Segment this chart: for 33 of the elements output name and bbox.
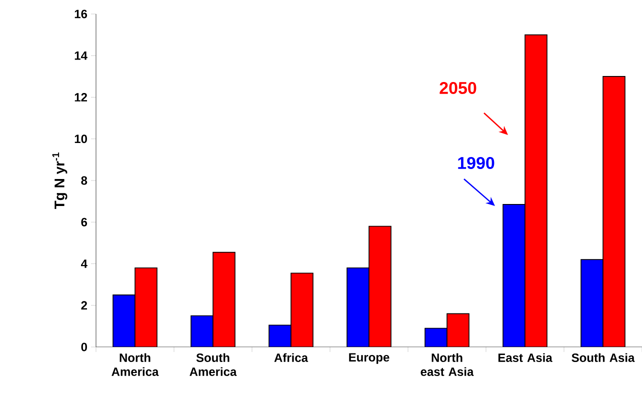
x-tick-label: Europe <box>349 353 390 364</box>
bar <box>268 324 292 347</box>
y-tick-label: 0 <box>81 342 87 352</box>
x-tick-label: South America <box>190 353 237 376</box>
y-tick-label: 10 <box>74 134 87 144</box>
text: 1990 <box>458 156 494 170</box>
bar <box>112 294 136 347</box>
bar <box>424 328 448 347</box>
bar <box>212 252 236 347</box>
bar <box>368 226 392 347</box>
bar <box>524 34 548 347</box>
bar <box>134 268 158 347</box>
bar <box>580 259 604 347</box>
bar <box>346 268 370 347</box>
y-tick-label: 8 <box>81 176 88 185</box>
bar <box>190 315 214 347</box>
y-tick-label: 2 <box>81 301 87 310</box>
x-tick-label: Africa <box>274 353 308 362</box>
y-tick-label: 14 <box>74 51 88 60</box>
bar <box>446 313 470 347</box>
y-tick-label: 12 <box>74 93 87 102</box>
x-tick-label: North east Asia <box>420 353 474 376</box>
y-tick-label: 16 <box>74 10 88 18</box>
bar <box>602 76 626 347</box>
y-tick-label: 6 <box>81 218 88 226</box>
x-tick-label: North America <box>112 353 159 376</box>
y-axis-title: Tg N yr$^{-1}$ <box>52 152 68 210</box>
x-tick-label: East Asia <box>498 353 552 362</box>
bar <box>290 272 314 347</box>
text: 2050 <box>440 82 476 94</box>
bar <box>502 204 526 347</box>
y-tick-label: 4 <box>80 260 88 268</box>
x-tick-label: South Asia <box>572 353 635 362</box>
